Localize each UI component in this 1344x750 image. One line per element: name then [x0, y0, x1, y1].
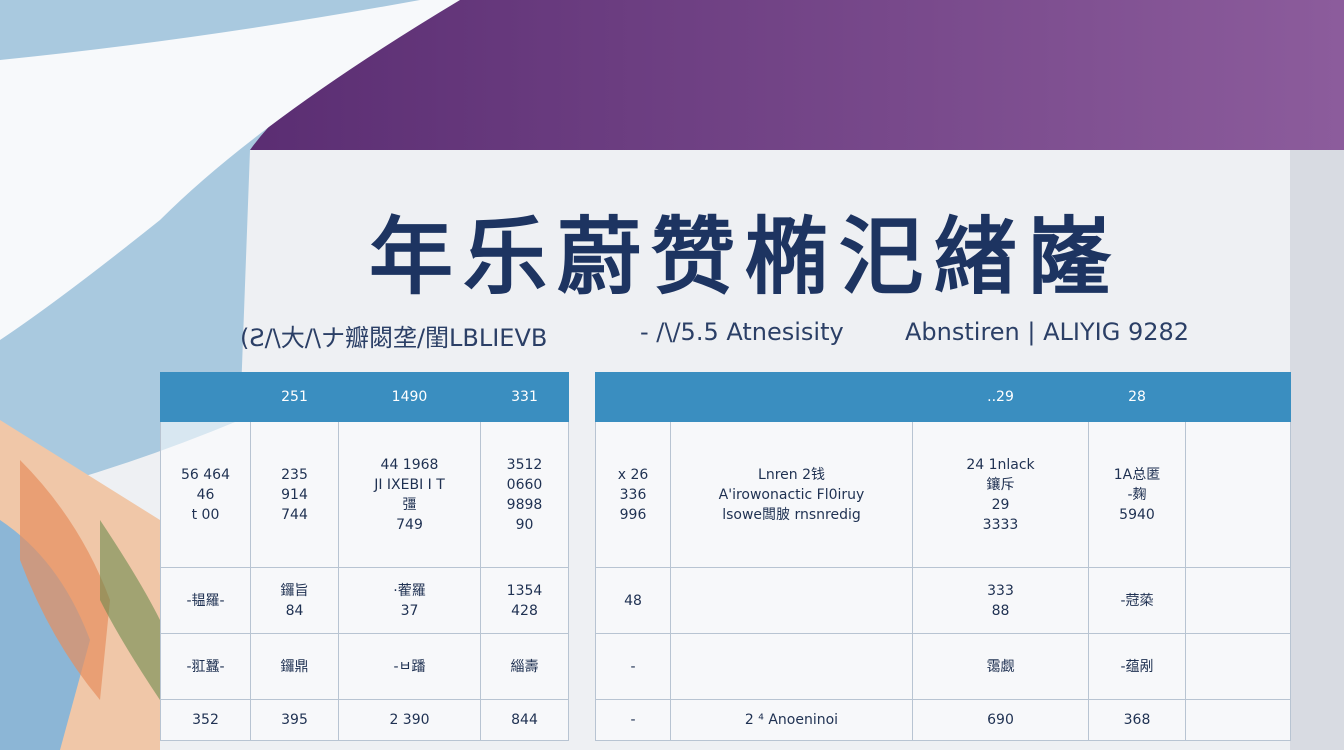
- table-row: 48 333 88 -蒄蒅: [595, 567, 1291, 634]
- table-row: 56 464 46 t 00 235 914 744 44 1968 JI IXEB…: [160, 421, 569, 568]
- table-row: 251 1490 331: [160, 372, 569, 422]
- table-cell: 28: [1088, 372, 1186, 422]
- subtitle: - /\/5.5 Atnesisity: [640, 318, 844, 346]
- table-cell: [670, 372, 913, 422]
- table-cell: 1A总匿 -麹 5940: [1088, 421, 1186, 568]
- table-cell: [1185, 633, 1291, 700]
- table-cell: 鑼旨 84: [250, 567, 339, 634]
- table-cell: ..29: [912, 372, 1089, 422]
- table-cell: 霭觑: [912, 633, 1089, 700]
- table-row: ..29 28: [595, 372, 1291, 422]
- table-cell: 56 464 46 t 00: [160, 421, 251, 568]
- table-cell: 48: [595, 567, 671, 634]
- table-cell: -蒄蒅: [1088, 567, 1186, 634]
- table-row: - 霭觑 -蕴剐: [595, 633, 1291, 700]
- table-cell: 352: [160, 699, 251, 741]
- table-cell: 368: [1088, 699, 1186, 741]
- table-cell: 251: [250, 372, 339, 422]
- table-cell: [1185, 699, 1291, 741]
- left-table: 251 1490 331 56 464 46 t 00 235 914 744 44 19…: [160, 372, 569, 741]
- table-cell: -蕴剐: [1088, 633, 1186, 700]
- table-cell: [1185, 421, 1291, 568]
- table-cell: 235 914 744: [250, 421, 339, 568]
- table-cell: 鑼鼎: [250, 633, 339, 700]
- table-cell: 333 88: [912, 567, 1089, 634]
- subtitle: Abnstiren | ALIYIG 9282: [905, 318, 1190, 346]
- table-cell: x 26 336 996: [595, 421, 671, 568]
- table-cell: ·蒮羅 37: [338, 567, 481, 634]
- table-cell: 395: [250, 699, 339, 741]
- table-cell: 331: [480, 372, 569, 422]
- subtitle: (Ƨ/\大/\ナ瓣閟垄/閨LBLIEVB: [240, 324, 548, 352]
- table-cell: [1185, 372, 1291, 422]
- table-cell: 690: [912, 699, 1089, 741]
- table-cell: [595, 372, 671, 422]
- table-row: -羾蠶- 鑼鼎 -ㅂ蹯 緇壽: [160, 633, 569, 700]
- table-cell: [160, 372, 251, 422]
- title: 年乐蔚赞椭汜緖嶐: [368, 208, 1121, 306]
- table-cell: 2 390: [338, 699, 481, 741]
- table-cell: -羾蠶-: [160, 633, 251, 700]
- table-cell: [1185, 567, 1291, 634]
- table-cell: 緇壽: [480, 633, 569, 700]
- table-cell: 44 1968 JI IXEBI I T 彊 749: [338, 421, 481, 568]
- table-cell: 844: [480, 699, 569, 741]
- table-row: x 26 336 996 Lnren 2钱 A'irowonactic Fl0ir…: [595, 421, 1291, 568]
- table-cell: -: [595, 633, 671, 700]
- table-cell: -ㅂ蹯: [338, 633, 481, 700]
- right-table: ..29 28 x 26 336 996 Lnren 2钱 A'irowonactic…: [595, 372, 1291, 741]
- table-row: -韫羅- 鑼旨 84 ·蒮羅 37 1354 428: [160, 567, 569, 634]
- table-row: -2 ⁴ Anoeninoi 690 368: [595, 699, 1291, 741]
- table-cell: 1490: [338, 372, 481, 422]
- table-cell: [670, 567, 913, 634]
- table-cell: -韫羅-: [160, 567, 251, 634]
- table-cell: [670, 633, 913, 700]
- table-cell: 24 1nlack 鑲斥 29 3333: [912, 421, 1089, 568]
- table-cell: Lnren 2钱 A'irowonactic Fl0iruy lsowe闆䏢 r…: [670, 421, 913, 568]
- table-cell: -: [595, 699, 671, 741]
- table-row: 352 395 2 390 844: [160, 699, 569, 741]
- table-cell: 3512 0660 9898 90: [480, 421, 569, 568]
- table-cell: 2 ⁴ Anoeninoi: [670, 699, 913, 741]
- table-cell: 1354 428: [480, 567, 569, 634]
